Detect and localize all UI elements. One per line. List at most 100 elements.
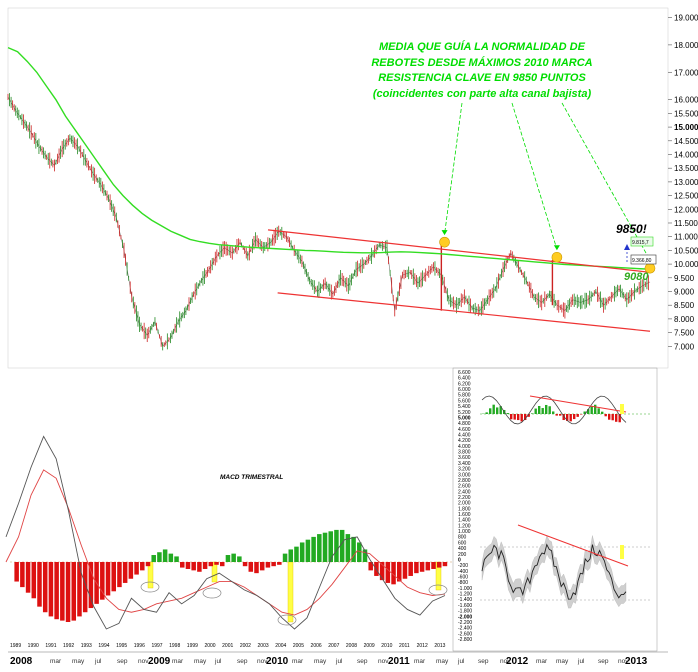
inset-lower-highlight [620,545,624,559]
inset-y-tick-label: -600 [458,575,468,581]
annotation-line-2: REBOTES DESDE MÁXIMOS 2010 MARCA [371,56,592,69]
macd-bar-positive [322,532,328,562]
macd-x-tick-label: 2007 [328,643,339,649]
inset-bar-negative [517,414,520,421]
annotation-line-4: (coincidentes con parte alta canal bajis… [373,88,592,100]
macd-bar-negative [254,562,259,574]
inset-y-tick-label: -800 [458,580,468,586]
channel-upper-line [267,229,651,273]
inset-y-tick-label: 3.000 [458,472,471,478]
price-y-tick-label: 15.500 [674,109,698,118]
macd-x-tick-label: 2010 [381,643,392,649]
macd-bar-negative [259,562,265,571]
macd-title: MACD TRIMESTRAL [220,474,283,481]
inset-y-tick-label: 1.000 [458,529,471,535]
macd-bar-negative [128,562,134,579]
macd-bar-negative [140,562,145,571]
macd-bar-negative [431,562,436,569]
bottom-month-label: mar [292,658,304,665]
macd-bar-positive [311,536,316,562]
bottom-month-label: nov [138,658,149,665]
macd-bar-negative [379,562,385,581]
macd-bar-negative [145,562,151,567]
macd-bar-positive [231,553,236,562]
macd-bar-positive [351,536,356,562]
inset-bar-negative [513,414,516,420]
inset-bar-negative [555,414,558,416]
inset-y-tick-label: 2.600 [458,484,471,490]
macd-bar-negative [425,562,431,571]
macd-bar-positive [237,556,242,562]
inset-bar-positive [597,408,600,414]
inset-bar-negative [611,414,614,421]
bottom-month-label: jul [335,658,343,665]
macd-x-tick-label: 2009 [364,643,375,649]
macd-bar-negative [185,562,191,569]
price-y-tick-label: 19.000 [674,13,698,22]
price-y-tick-label: 13.500 [674,164,698,173]
price-y-tick-label: 8.000 [674,315,695,324]
inset-upper-highlight [620,404,624,414]
touch-point [551,251,563,263]
macd-x-tick-label: 1993 [81,643,92,649]
inset-y-tick-label: 5.000 [458,415,471,421]
inset-upper-trendline [529,395,627,413]
annotation-arrows [441,102,653,262]
inset-bar-negative [510,414,513,420]
bottom-month-label: mar [414,658,426,665]
bottom-month-label: mar [172,658,184,665]
macd-turn-circle [202,587,222,599]
macd-bar-positive [225,555,231,562]
price-y-tick-label: 9.500 [674,274,695,283]
channel-lower-line [277,292,651,332]
inset-y-tick-label: 200 [458,552,467,558]
inset-bar-positive [590,406,593,414]
macd-bar-positive [317,534,322,562]
inset-panel: 6.6006.4006.2006.0005.8005.6005.4005.200… [452,367,658,652]
inset-bar-positive [552,411,555,414]
inset-bar-positive [545,404,548,414]
macd-bar-negative [111,562,116,592]
inset-bar-positive [594,404,597,414]
macd-x-tick-label: 2003 [258,643,269,649]
macd-histogram [14,529,448,622]
inset-y-tick-label: 5.400 [458,404,471,410]
macd-turn-circle [277,614,297,626]
macd-bar-negative [122,562,128,583]
inset-y-tick-label: 6.600 [458,370,471,376]
macd-bar-negative [37,562,42,607]
macd-x-tick-label: 1990 [28,643,39,649]
macd-bar-positive [162,549,168,562]
bottom-month-label: nov [500,658,511,665]
inset-bar-positive [587,409,590,414]
inset-bar-positive [541,408,544,414]
macd-turn-circle [140,581,160,593]
annotation-line-3: RESISTENCIA CLAVE EN 9850 PUNTOS [378,72,586,84]
inset-upper-line [481,395,627,425]
inset-y-tick-label: -2.000 [458,614,472,620]
macd-main-line [5,435,446,630]
macd-bar-negative [31,562,37,599]
macd-x-tick-label: 2013 [434,643,445,649]
inset-band [481,535,627,609]
macd-bar-negative [408,562,413,576]
inset-y-tick-label: -1.800 [458,609,472,615]
inset-y-tick-label: -2.800 [458,637,472,643]
inset-y-tick-label: 600 [458,540,467,546]
macd-bar-positive [305,539,311,562]
macd-bar-negative [442,562,448,567]
inset-bar-negative [604,414,607,417]
inset-bar-negative [520,414,523,422]
macd-x-tick-label: 2011 [399,643,410,649]
macd-x-tick-label: 1994 [98,643,109,649]
support-label: 9080 [624,271,649,283]
bottom-year-label: 2009 [148,656,171,667]
inset-y-tick-label: 4.600 [458,427,471,433]
macd-lines [5,435,446,630]
macd-bar-positive [362,549,368,562]
annotation-arrow [511,102,558,250]
inset-y-tick-label: -400 [458,569,468,575]
bottom-month-label: jul [214,658,222,665]
inset-y-tick-label: 3.800 [458,450,471,456]
macd-bar-negative [385,562,391,583]
